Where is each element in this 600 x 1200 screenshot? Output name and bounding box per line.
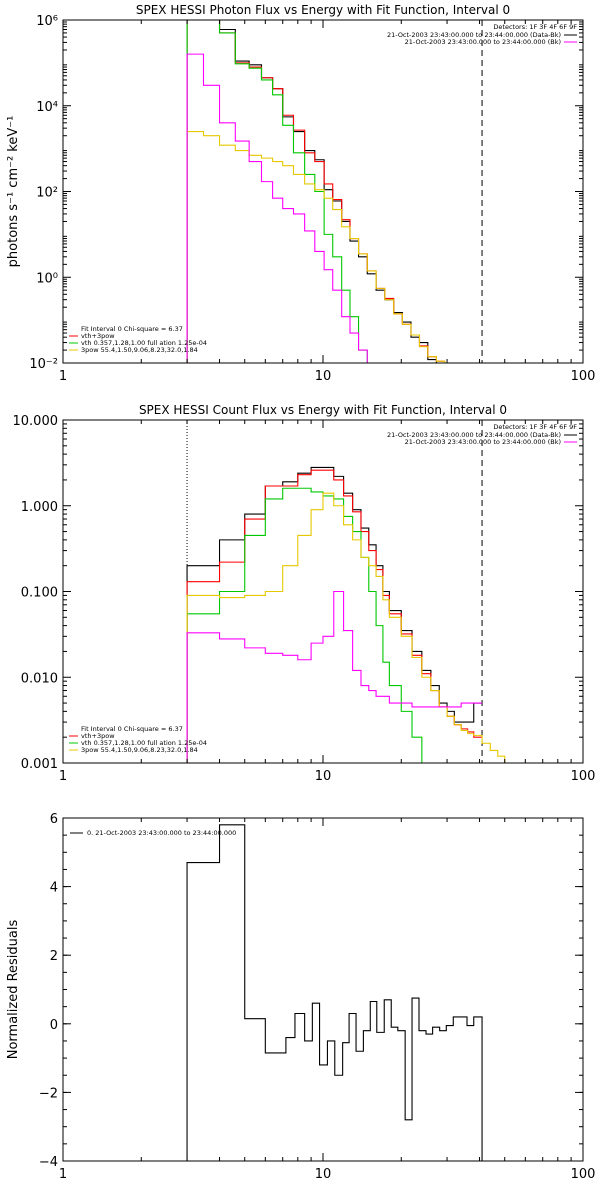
x-tick-label: 10 — [315, 369, 332, 384]
fit-legend-text: vth 0.357,1.28,1.00 full ation 1.25e-04 — [81, 739, 207, 747]
fit-legend-text: 3pow 55.4,1.50,9.06,8.23,32.0,1.84 — [81, 346, 198, 354]
x-tick-label: 1 — [59, 769, 67, 784]
y-axis-label: Normalized Residuals — [6, 920, 21, 1060]
fit-legend-text: Fit Interval 0 Chi-square = 6.37 — [81, 725, 183, 733]
x-tick-label: 100 — [571, 769, 596, 784]
y-tick-label: 6 — [50, 812, 58, 827]
legend-entry-text: 21-Oct-2003 23:43:00.000 to 23:44:00.000… — [387, 31, 561, 39]
series-group — [186, 20, 483, 363]
series-line-vth — [186, 487, 431, 763]
fit-legend-text: vth+3pow — [81, 332, 115, 340]
series-line-3pow — [186, 492, 535, 763]
series-line-data-bk — [186, 20, 445, 363]
chart-panel-0: SPEX HESSI Photon Flux vs Energy with Fi… — [6, 3, 595, 384]
series-line-residuals — [186, 824, 483, 1161]
y-tick-label: 10.000 — [13, 414, 59, 429]
y-tick-label: 10⁶ — [36, 14, 58, 29]
fit-legend-text: Fit Interval 0 Chi-square = 6.37 — [81, 325, 183, 333]
y-tick-label: −4 — [39, 1155, 58, 1170]
y-tick-label: 10² — [36, 186, 58, 201]
y-tick-label: −2 — [39, 1086, 58, 1101]
detectors-label: Detectors: 1F 3F 4F 6F 9F — [493, 23, 577, 31]
y-tick-label: 0.001 — [21, 757, 58, 772]
series-group — [186, 466, 535, 763]
residual-legend-text: 0. 21-Oct-2003 23:43:00.000 to 23:44:00.… — [87, 829, 236, 837]
plot-frame — [62, 817, 584, 1162]
plot-frame — [62, 419, 584, 764]
y-tick-label: 10⁻² — [29, 357, 58, 372]
chart-panel-2: 1 10 100 −4 −2 0 2 4 6 Normalized Residuals 0. 21-… — [6, 812, 595, 1182]
chart-title: SPEX HESSI Count Flux vs Energy with Fit… — [139, 403, 507, 417]
series-group — [186, 824, 483, 1161]
series-line-vth-3pow — [186, 469, 483, 763]
x-tick-label: 100 — [571, 1167, 596, 1182]
series-line-bk — [186, 53, 377, 363]
fit-legend-text: vth+3pow — [81, 732, 115, 740]
x-tick-label: 10 — [315, 1167, 332, 1182]
x-tick-label: 10 — [315, 769, 332, 784]
y-tick-label: 0.010 — [21, 671, 58, 686]
fit-legend-text: 3pow 55.4,1.50,9.06,8.23,32.0,1.84 — [81, 746, 198, 754]
series-line-vth — [186, 20, 377, 363]
y-tick-label: 10⁴ — [36, 100, 58, 115]
detectors-label: Detectors: 1F 3F 4F 6F 9F — [493, 423, 577, 431]
y-tick-label: 0.100 — [21, 586, 58, 601]
y-tick-label: 1.000 — [21, 500, 58, 515]
x-tick-label: 100 — [571, 369, 596, 384]
legend-entry-text: 21-Oct-2003 23:43:00.000 to 23:44:00.000… — [405, 38, 561, 46]
fit-legend-text: vth 0.357,1.28,1.00 full ation 1.25e-04 — [81, 339, 207, 347]
legend-entry-text: 21-Oct-2003 23:43:00.000 to 23:44:00.000… — [405, 438, 561, 446]
y-tick-label: 2 — [50, 949, 58, 964]
chart-panel-1: SPEX HESSI Count Flux vs Energy with Fit… — [13, 403, 596, 784]
series-line-3pow — [186, 131, 483, 363]
x-tick-label: 1 — [59, 1167, 67, 1182]
series-line-bk — [186, 590, 483, 763]
chart-title: SPEX HESSI Photon Flux vs Energy with Fi… — [136, 3, 510, 17]
y-tick-label: 0 — [50, 1018, 58, 1033]
y-axis-label: photons s⁻¹ cm⁻² keV⁻¹ — [6, 116, 21, 268]
series-line-vth-3pow — [186, 20, 445, 363]
series-line-data-bk — [186, 466, 483, 763]
y-tick-label: 10⁰ — [36, 271, 58, 286]
legend-entry-text: 21-Oct-2003 23:43:00.000 to 23:44:00.000… — [387, 431, 561, 439]
x-tick-label: 1 — [59, 369, 67, 384]
y-tick-label: 4 — [50, 881, 58, 896]
